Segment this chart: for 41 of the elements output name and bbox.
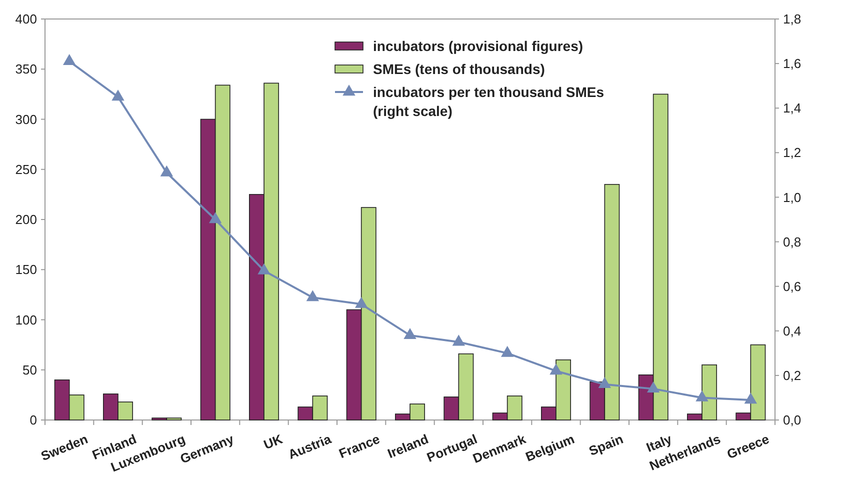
y2-tick-label: 1,4 [783, 100, 802, 116]
legend-label: SMEs (tens of thousands) [373, 60, 545, 77]
y-tick-label: 100 [15, 312, 37, 328]
y-tick-label: 200 [15, 212, 37, 228]
point [646, 381, 660, 392]
point [258, 263, 270, 274]
y2-tick-label: 0,2 [783, 368, 802, 383]
point [112, 90, 124, 101]
y2-tick-label: 0,6 [783, 278, 802, 294]
y2-tick-label: 1,6 [783, 56, 802, 72]
x-tick-label: Spain [586, 431, 626, 458]
y2-tick-label: 0,0 [783, 412, 802, 428]
x-tick-label: Greece [724, 431, 772, 462]
y-tick-label: 300 [15, 112, 37, 127]
legend-label: incubators (provisional figures) [373, 38, 584, 54]
x-tick-label: UK [262, 431, 286, 452]
point [550, 364, 562, 375]
x-tick-label: France [336, 431, 382, 462]
point [404, 328, 416, 340]
y-tick-label: 400 [15, 12, 37, 27]
y-tick-label: 0 [30, 412, 37, 428]
point [208, 212, 222, 224]
point [354, 296, 368, 308]
legend-label: incubators per ten thousand SMEs (right scale) [373, 84, 604, 119]
point [306, 290, 320, 302]
y2-tick-label: 0,8 [783, 234, 802, 250]
y2-tick-label: 1,2 [783, 145, 802, 160]
point [598, 377, 612, 388]
y-tick-label: 50 [22, 362, 37, 378]
point [696, 390, 708, 402]
y-tick-label: 350 [15, 62, 37, 77]
y2-tick-label: 1,0 [783, 190, 802, 205]
y2-tick-label: 1,8 [783, 12, 802, 27]
point [160, 165, 174, 176]
y2-tick-label: 0,4 [783, 323, 802, 338]
point [62, 54, 76, 65]
y-tick-label: 150 [15, 262, 37, 278]
point [744, 392, 758, 404]
point [452, 334, 466, 346]
point [500, 346, 514, 357]
y-tick-label: 250 [15, 162, 37, 177]
